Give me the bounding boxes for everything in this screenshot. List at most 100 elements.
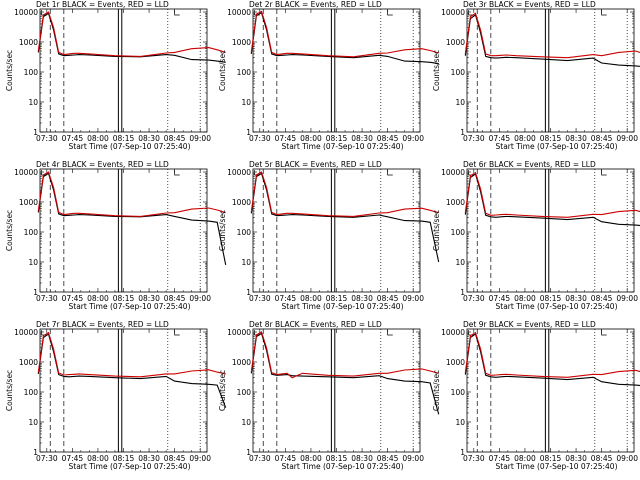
plot-frame <box>39 8 208 133</box>
x-tick-label: 07:30 <box>463 454 485 463</box>
y-tick-label: 10000 <box>441 8 465 17</box>
chart-4: Det 4r BLACK = Events, RED = LLD 1 10 100 10… <box>5 160 227 311</box>
chart-title: Det 1r BLACK = Events, RED = LLD <box>36 0 169 9</box>
series-line-lld <box>37 171 226 217</box>
x-tick-label: 08:00 <box>300 294 322 303</box>
series-line-lld <box>250 171 439 217</box>
y-tick-label: 100 <box>451 228 466 237</box>
y-tick-label: 100 <box>451 68 466 77</box>
y-tick-label: 1000 <box>232 358 251 367</box>
y-axis-label: Counts/sec <box>5 210 14 251</box>
y-tick-label: 10 <box>455 98 465 107</box>
chart-5: Det 5r BLACK = Events, RED = LLD 1 10 100 10… <box>218 160 440 311</box>
series-line-lld <box>250 10 439 58</box>
x-axis-label: Start Time (07-Sep-10 07:25:40) <box>496 302 618 311</box>
plot-frame <box>252 8 421 133</box>
x-tick-label: 07:45 <box>275 294 297 303</box>
x-tick-label: 07:30 <box>249 294 271 303</box>
plot-frame <box>466 8 635 133</box>
x-axis-label: Start Time (07-Sep-10 07:25:40) <box>282 302 404 311</box>
chart-title: Det 7r BLACK = Events, RED = LLD <box>36 320 169 329</box>
y-tick-label: 1 <box>33 288 38 297</box>
y-tick-label: 10 <box>28 98 38 107</box>
x-tick-label: 08:15 <box>113 134 135 143</box>
x-tick-label: 07:30 <box>249 134 271 143</box>
interval-marker <box>601 10 607 16</box>
x-tick-label: 08:15 <box>113 454 135 463</box>
interval-marker <box>387 330 393 336</box>
plot-frame <box>466 168 635 293</box>
x-axis-label: Start Time (07-Sep-10 07:25:40) <box>496 462 618 471</box>
chart-title: Det 4r BLACK = Events, RED = LLD <box>36 160 169 169</box>
y-tick-label: 1000 <box>19 198 38 207</box>
plot-frame <box>39 328 208 453</box>
chart-6: Det 6r BLACK = Events, RED = LLD 1 10 100 10… <box>432 160 640 311</box>
interval-marker <box>387 10 393 16</box>
y-tick-label: 1000 <box>446 38 465 47</box>
interval-marker <box>174 10 180 16</box>
y-tick-label: 1000 <box>19 358 38 367</box>
x-tick-label: 08:30 <box>351 294 373 303</box>
x-tick-label: 08:30 <box>351 454 373 463</box>
y-axis-label: Counts/sec <box>218 370 227 411</box>
y-tick-label: 10000 <box>14 8 38 17</box>
chart-7: Det 7r BLACK = Events, RED = LLD 1 10 100 10… <box>5 320 227 471</box>
y-tick-label: 100 <box>237 68 252 77</box>
plot-frame <box>252 328 421 453</box>
plot-frame <box>252 168 421 293</box>
y-tick-label: 1 <box>246 128 251 137</box>
x-tick-label: 07:30 <box>36 134 58 143</box>
plot-frame <box>466 328 635 453</box>
x-tick-label: 08:15 <box>540 454 562 463</box>
y-axis-label: Counts/sec <box>218 210 227 251</box>
x-tick-label: 08:30 <box>565 294 587 303</box>
x-tick-label: 07:45 <box>62 454 84 463</box>
x-tick-label: 08:15 <box>326 454 348 463</box>
y-axis-label: Counts/sec <box>218 50 227 91</box>
y-tick-label: 10 <box>241 258 251 267</box>
x-tick-label: 08:30 <box>565 454 587 463</box>
series-line-events <box>250 172 440 263</box>
y-axis-label: Counts/sec <box>432 50 441 91</box>
y-tick-label: 10000 <box>14 328 38 337</box>
x-tick-label: 07:30 <box>249 454 271 463</box>
chart-2: Det 2r BLACK = Events, RED = LLD 1 10 100 10… <box>218 0 439 151</box>
interval-marker <box>468 10 474 16</box>
x-tick-label: 08:15 <box>540 134 562 143</box>
interval-marker <box>601 170 607 176</box>
x-tick-label: 08:45 <box>591 294 613 303</box>
x-tick-label: 08:00 <box>87 454 109 463</box>
x-tick-label: 08:15 <box>326 134 348 143</box>
x-tick-label: 07:30 <box>36 294 58 303</box>
x-tick-label: 08:30 <box>138 134 160 143</box>
y-tick-label: 100 <box>237 228 252 237</box>
x-tick-label: 08:15 <box>540 294 562 303</box>
y-tick-label: 10000 <box>441 168 465 177</box>
interval-marker <box>174 330 180 336</box>
x-tick-label: 08:30 <box>351 134 373 143</box>
x-tick-label: 08:45 <box>164 294 186 303</box>
chart-title: Det 3r BLACK = Events, RED = LLD <box>463 0 596 9</box>
x-axis-label: Start Time (07-Sep-10 07:25:40) <box>69 302 191 311</box>
x-tick-label: 07:30 <box>36 454 58 463</box>
series-line-lld <box>250 331 439 379</box>
y-axis-label: Counts/sec <box>432 210 441 251</box>
y-tick-label: 1 <box>246 448 251 457</box>
chart-9: Det 9r BLACK = Events, RED = LLD 1 10 100 10… <box>432 320 640 471</box>
y-axis-label: Counts/sec <box>432 370 441 411</box>
y-tick-label: 1000 <box>446 198 465 207</box>
chart-title: Det 9r BLACK = Events, RED = LLD <box>463 320 596 329</box>
x-tick-label: 08:45 <box>591 454 613 463</box>
x-tick-label: 07:45 <box>489 134 511 143</box>
y-tick-label: 1000 <box>232 38 251 47</box>
x-tick-label: 09:00 <box>402 294 424 303</box>
y-tick-label: 10000 <box>227 168 251 177</box>
y-tick-label: 1 <box>460 448 465 457</box>
series-line-lld <box>37 331 226 378</box>
interval-marker <box>174 170 180 176</box>
y-tick-label: 10000 <box>227 328 251 337</box>
x-tick-label: 07:45 <box>275 134 297 143</box>
x-tick-label: 08:00 <box>87 294 109 303</box>
y-tick-label: 10000 <box>441 328 465 337</box>
x-tick-label: 09:00 <box>189 134 211 143</box>
